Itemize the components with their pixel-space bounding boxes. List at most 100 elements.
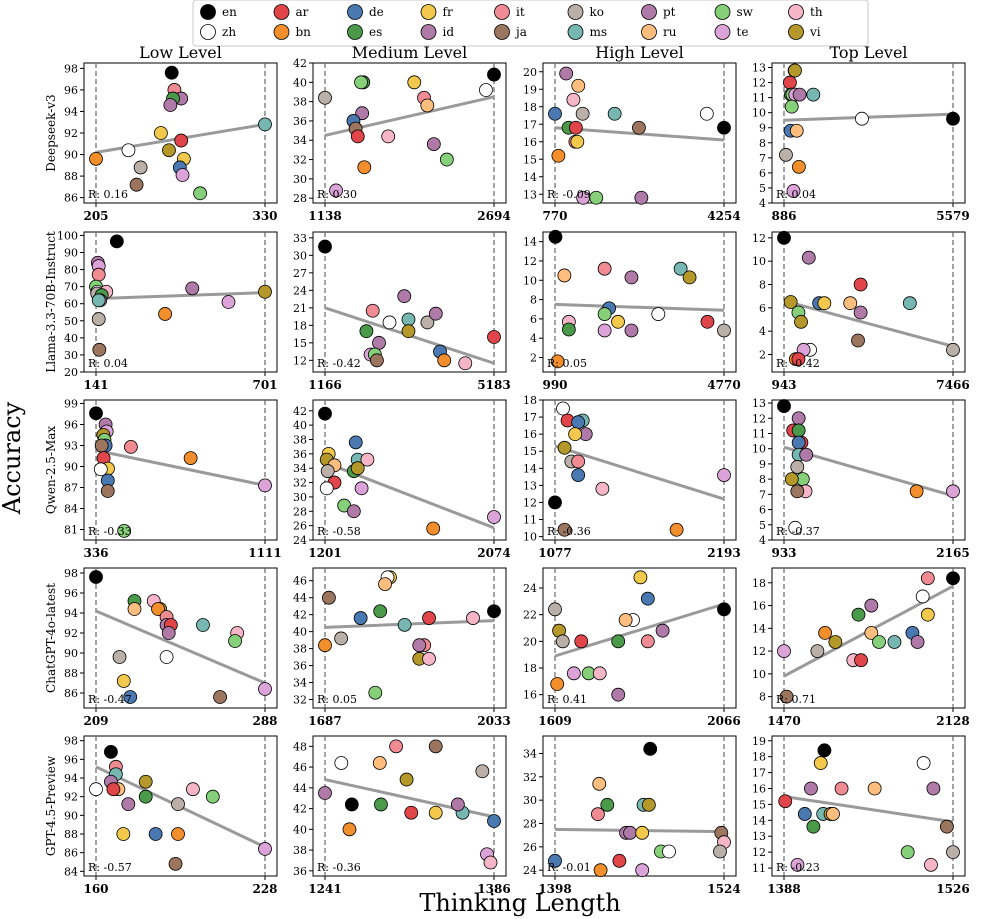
y-tick-label: 10: [752, 255, 766, 268]
data-point-pt: [428, 306, 443, 321]
data-point-ar: [568, 120, 583, 135]
data-point-ru: [618, 613, 633, 627]
y-tick-label: 24: [523, 864, 537, 877]
data-point-pt: [799, 447, 814, 462]
data-point-pt: [655, 623, 670, 638]
y-tick-label: 40: [293, 419, 307, 432]
y-tick-label: 24: [293, 284, 307, 297]
y-tick-label: 88: [64, 170, 78, 183]
data-point-th: [566, 92, 581, 107]
data-point-th: [422, 651, 436, 666]
data-point-ja: [129, 177, 144, 192]
data-point-ru: [420, 98, 435, 113]
data-point-ar: [783, 75, 797, 90]
y-tick-label: 19: [752, 735, 766, 748]
legend-marker-ar: [273, 4, 290, 20]
data-point-pt: [926, 781, 941, 796]
panel-ChatGPT-4o-latest-High Level: 16 18 20 22 24 1609 2066 R: 0.41: [523, 567, 741, 728]
panel-Llama-3.3-70B-Instruct-Low Level: 20 30 40 50 60 70 80 90 100 141 701 R: 0.04: [57, 229, 278, 392]
data-point-vi: [138, 774, 153, 789]
x-tick-label: 886: [771, 209, 796, 223]
data-point-te: [258, 478, 272, 493]
trend-line: [95, 291, 266, 301]
legend-label-ar: ar: [296, 5, 309, 19]
y-tick-label: 6: [759, 302, 766, 315]
y-tick-label: 18: [752, 751, 766, 764]
data-point-bn: [158, 307, 173, 321]
data-point-zh: [651, 307, 666, 321]
data-point-ko: [575, 106, 590, 121]
correlation-label: R: -0.42: [776, 357, 820, 370]
data-point-pt: [853, 305, 868, 320]
panel-frame: [83, 567, 278, 709]
y-tick-label: 6: [530, 313, 537, 326]
data-point-sw: [784, 99, 799, 114]
data-point-it: [123, 439, 138, 454]
y-tick-label: 13: [752, 830, 766, 843]
data-point-en: [946, 571, 960, 586]
legend-label-ko: ko: [590, 5, 605, 19]
y-tick-label: 19: [523, 83, 537, 96]
y-tick-label: 4: [759, 534, 766, 547]
data-point-ko: [946, 342, 960, 357]
data-point-ja: [168, 856, 183, 871]
y-tick-label: 18: [752, 577, 766, 590]
y-tick-label: 38: [293, 96, 307, 109]
data-point-ja: [939, 819, 954, 834]
data-point-fr: [611, 314, 625, 329]
y-tick-label: 15: [752, 798, 766, 811]
data-point-ru: [864, 625, 879, 640]
column-title: High Level: [595, 43, 683, 62]
data-point-sw: [368, 685, 383, 700]
y-tick-label: 33: [293, 232, 307, 245]
y-tick-label: 94: [64, 105, 78, 118]
data-point-en: [318, 406, 332, 421]
data-point-fr: [920, 607, 935, 622]
y-tick-label: 88: [64, 667, 78, 680]
data-point-bn: [357, 160, 372, 175]
data-point-te: [221, 295, 236, 309]
data-point-ms: [91, 293, 106, 308]
data-point-fr: [570, 134, 585, 149]
data-point-ru: [592, 776, 607, 791]
panel-frame: [312, 735, 507, 877]
data-point-zh: [915, 589, 930, 604]
row-model-label: Deepseek-v3: [44, 94, 58, 171]
correlation-label: R: -0.37: [776, 525, 820, 538]
legend-label-ja: ja: [514, 25, 527, 39]
data-point-bn: [550, 354, 565, 369]
y-tick-label: 98: [64, 62, 78, 75]
y-tick-label: 30: [293, 249, 307, 262]
data-point-zh: [319, 481, 334, 496]
y-tick-label: 94: [64, 607, 78, 620]
data-point-ru: [557, 268, 572, 283]
panel-frame: [771, 735, 966, 877]
y-tick-label: 99: [64, 398, 78, 411]
data-point-pt: [397, 289, 412, 304]
data-point-en: [946, 111, 960, 126]
y-tick-label: 94: [64, 772, 78, 785]
y-tick-label: 96: [64, 84, 78, 97]
data-point-ms: [401, 312, 416, 327]
y-tick-label: 88: [64, 828, 78, 841]
data-point-ja: [370, 353, 384, 368]
panel-frame: [542, 231, 737, 373]
y-tick-label: 12: [293, 354, 307, 367]
panel-GPT-4.5-Preview-Medium Level: 36 38 40 42 44 46 48 1241 1386 R: -0.36: [293, 735, 511, 896]
data-point-pt: [611, 687, 626, 702]
y-tick-label: 92: [64, 127, 78, 140]
data-point-ja: [213, 690, 227, 704]
data-point-de: [148, 827, 163, 841]
data-point-es: [374, 797, 388, 812]
data-point-te: [487, 510, 501, 524]
data-point-ar: [404, 805, 419, 820]
y-tick-label: 8: [759, 279, 766, 292]
data-point-zh: [916, 756, 931, 770]
panels-grid: Low Level Medium Level High Level Top Level…: [44, 43, 970, 896]
y-tick-label: 5: [759, 182, 766, 195]
legend-label-pt: pt: [663, 5, 676, 19]
data-point-pt: [412, 638, 427, 653]
data-point-vi: [258, 284, 272, 299]
data-point-ja: [790, 484, 805, 499]
correlation-label: R: 0.05: [317, 693, 357, 706]
